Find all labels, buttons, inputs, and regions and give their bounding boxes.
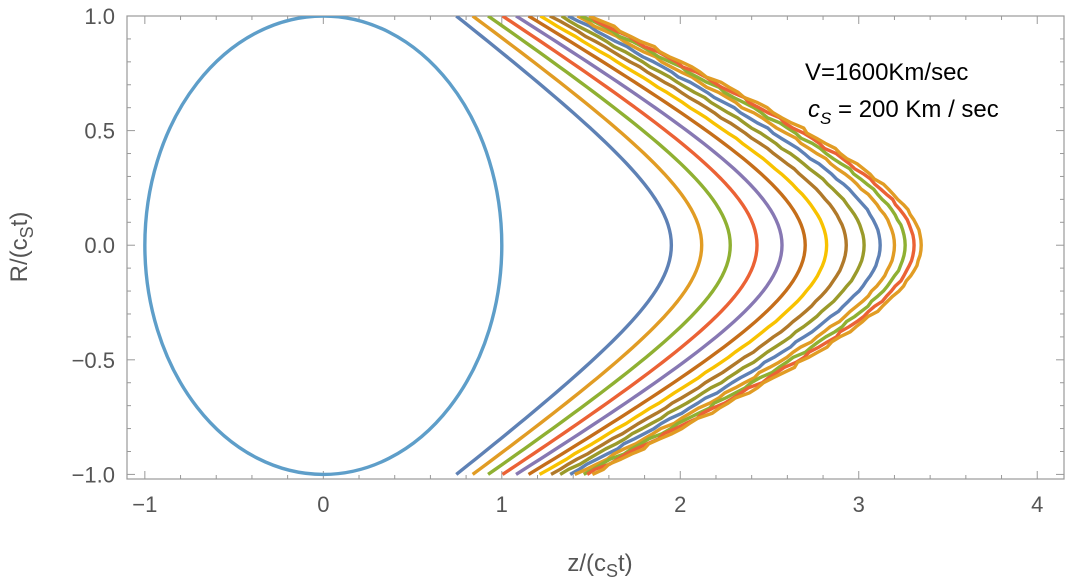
y-tick-label: 0.0 bbox=[84, 233, 115, 258]
y-tick-label: 0.5 bbox=[84, 119, 115, 144]
curve-series-11 bbox=[574, 16, 897, 476]
y-tick-label: 1.0 bbox=[84, 4, 115, 29]
curves bbox=[143, 16, 923, 477]
axis-tick-labels: −1 0 1 2 3 4 −1.0 −0.5 0.0 0.5 1.0 bbox=[72, 4, 1044, 517]
annotation-velocity: V=1600Km/sec bbox=[805, 59, 968, 86]
curve-series-5 bbox=[515, 16, 784, 476]
curve-series-14 bbox=[588, 16, 923, 476]
y-axis-label-base: R/(c bbox=[6, 238, 33, 282]
y-axis-label: R/(cSt) bbox=[6, 212, 37, 283]
curve-series-7 bbox=[538, 16, 829, 476]
annotation-sound-speed-symbol: c bbox=[808, 96, 820, 123]
x-tick-label: 1 bbox=[496, 492, 508, 517]
x-axis-label-tail: t) bbox=[618, 550, 633, 577]
annotation-sound-speed-value: = 200 Km / sec bbox=[831, 96, 998, 123]
curve-series-6 bbox=[527, 16, 807, 476]
y-axis-label-tail: t) bbox=[6, 212, 33, 227]
axis-ticks bbox=[127, 15, 1064, 479]
plot-frame bbox=[126, 15, 1065, 480]
x-axis-label: z/(cSt) bbox=[567, 550, 632, 581]
x-axis-label-sub: S bbox=[606, 561, 618, 581]
curve-series-2 bbox=[471, 16, 704, 476]
curve-series-10 bbox=[567, 16, 882, 476]
curve-series-9 bbox=[559, 16, 866, 476]
x-tick-label: 0 bbox=[317, 492, 329, 517]
curve-series-4 bbox=[501, 16, 759, 476]
annotation-sound-speed: cS = 200 Km / sec bbox=[808, 96, 999, 128]
x-tick-label: 2 bbox=[674, 492, 686, 517]
y-axis-label-sub: S bbox=[17, 226, 37, 238]
x-tick-label: −1 bbox=[132, 492, 157, 517]
curve-series-3 bbox=[487, 16, 732, 476]
x-tick-label: 3 bbox=[853, 492, 865, 517]
x-tick-label: 4 bbox=[1031, 492, 1043, 517]
curve-series-12 bbox=[579, 16, 907, 476]
annotation-sound-speed-subscript: S bbox=[820, 109, 832, 128]
y-tick-label: −1.0 bbox=[72, 462, 115, 487]
unit-circle bbox=[143, 16, 504, 477]
curve-series-1 bbox=[455, 16, 674, 476]
y-tick-label: −0.5 bbox=[72, 348, 115, 373]
x-axis-label-base: z/(c bbox=[567, 550, 606, 577]
curve-series-8 bbox=[549, 16, 848, 476]
